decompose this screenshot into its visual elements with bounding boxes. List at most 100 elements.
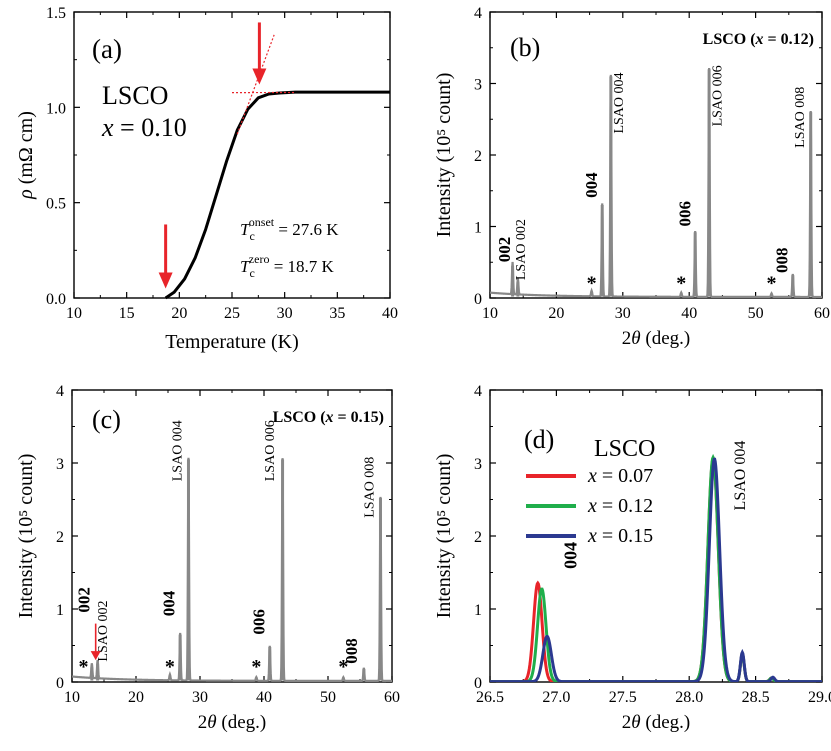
impurity-mark: * bbox=[79, 656, 89, 678]
x-axis-title-a: Temperature (K) bbox=[165, 331, 299, 353]
x-tick-label: 25 bbox=[224, 305, 240, 322]
substrate-peak-label: LSAO 004 bbox=[732, 441, 749, 511]
x-tick-label: 10 bbox=[66, 305, 82, 322]
tc-onset-text: Tconset = 27.6 K bbox=[240, 215, 339, 243]
film-peak-label: 004 bbox=[159, 590, 178, 616]
substrate-peak-label: LSAO 008 bbox=[362, 457, 377, 518]
x-tick-label: 40 bbox=[256, 689, 272, 706]
x-tick-label: 30 bbox=[192, 689, 208, 706]
panel-title-b: LSCO (x = 0.12) bbox=[703, 31, 814, 48]
y-tick-label: 1 bbox=[56, 602, 64, 619]
film-peak-label: 008 bbox=[342, 638, 361, 664]
panel-title-c: LSCO (x = 0.15) bbox=[273, 409, 384, 426]
impurity-mark: * bbox=[587, 272, 597, 294]
x-tick-label: 26.5 bbox=[476, 689, 504, 706]
x-tick-label: 28.0 bbox=[675, 689, 703, 706]
tangent-line bbox=[236, 34, 275, 135]
panel-b: 10 20 30 40 50 60 0 1 2 3 4 002 004 006 008 LSAO 002 LSA… bbox=[433, 5, 830, 349]
x-tick-label: 60 bbox=[384, 689, 400, 706]
xrd-trace bbox=[489, 68, 822, 299]
impurity-mark: * bbox=[165, 656, 175, 678]
substrate-peak-label: LSAO 004 bbox=[170, 420, 185, 481]
legend-title: LSCO bbox=[594, 436, 655, 462]
tc-zero-text: Tczero = 18.7 K bbox=[240, 252, 335, 280]
x-axis-title-c: 2θ (deg.) bbox=[198, 712, 266, 733]
x-tick-label: 60 bbox=[814, 305, 830, 322]
y-tick-label: 3 bbox=[474, 456, 482, 473]
y-tick-label: 0.0 bbox=[46, 291, 66, 308]
series-line-red bbox=[490, 455, 822, 682]
tc-arrow-head bbox=[158, 272, 173, 289]
sample-name: LSCO bbox=[102, 81, 168, 110]
y-tick-label: 1.5 bbox=[46, 5, 66, 22]
substrate-peak-label: LSAO 006 bbox=[263, 420, 278, 481]
film-peak-label: 008 bbox=[772, 247, 791, 273]
panel-label-d: (d) bbox=[524, 425, 554, 454]
series-line-blue bbox=[490, 457, 822, 682]
y-tick-label: 1.0 bbox=[46, 100, 66, 117]
impurity-mark: * bbox=[251, 656, 261, 678]
y-tick-label: 3 bbox=[56, 456, 64, 473]
impurity-mark: * bbox=[676, 272, 686, 294]
film-peak-label: 006 bbox=[676, 201, 695, 227]
y-tick-label: 0.5 bbox=[46, 196, 66, 213]
x-tick-label: 27.5 bbox=[609, 689, 637, 706]
x-tick-label: 10 bbox=[64, 689, 80, 706]
substrate-peak-label: LSAO 008 bbox=[793, 87, 808, 148]
y-tick-label: 1 bbox=[474, 220, 482, 237]
x-tick-label: 28.5 bbox=[742, 689, 770, 706]
y-axis-title-c: Intensity (10⁵ count) bbox=[15, 454, 37, 619]
x-tick-label: 50 bbox=[748, 305, 764, 322]
x-tick-label: 40 bbox=[382, 305, 398, 322]
legend-label: x = 0.07 bbox=[587, 465, 653, 487]
y-axis-title-d: Intensity (10⁵ count) bbox=[433, 454, 455, 619]
panel-label-c: (c) bbox=[92, 405, 121, 434]
legend-label: x = 0.12 bbox=[587, 495, 653, 517]
y-tick-label: 4 bbox=[474, 383, 482, 400]
x-axis-title-b: 2θ (deg.) bbox=[622, 328, 690, 349]
y-tick-label: 4 bbox=[56, 383, 64, 400]
x-tick-label: 40 bbox=[681, 305, 697, 322]
x-tick-label: 35 bbox=[329, 305, 345, 322]
resistivity-curve bbox=[164, 90, 390, 300]
peak-arrow-head bbox=[90, 651, 101, 661]
impurity-mark: * bbox=[767, 272, 777, 294]
film-peak-label: 004 bbox=[582, 172, 601, 198]
x-tick-label: 50 bbox=[320, 689, 336, 706]
substrate-peak-label: LSAO 006 bbox=[711, 65, 726, 126]
y-axis-title-a: ρ (mΩ cm) bbox=[15, 111, 37, 200]
composition: x = 0.10 bbox=[101, 113, 187, 142]
panel-d: 26.5 27.0 27.5 28.0 28.5 29.0 0 1 2 3 4 (d) LSCO x = … bbox=[433, 383, 831, 733]
impurity-mark: * bbox=[338, 656, 348, 678]
y-axis-title-b: Intensity (10⁵ count) bbox=[433, 73, 455, 238]
y-tick-label: 4 bbox=[474, 5, 482, 22]
x-tick-label: 10 bbox=[482, 305, 498, 322]
y-tick-label: 2 bbox=[56, 529, 64, 546]
film-peak-label: 004 bbox=[560, 542, 580, 569]
panel-label-b: (b) bbox=[510, 33, 540, 62]
x-tick-label: 20 bbox=[128, 689, 144, 706]
x-axis-title-d: 2θ (deg.) bbox=[622, 712, 690, 733]
substrate-peak-label: LSAO 002 bbox=[514, 219, 529, 280]
y-tick-label: 0 bbox=[56, 675, 64, 692]
x-tick-label: 30 bbox=[615, 305, 631, 322]
panel-c: 10 20 30 40 50 60 0 1 2 3 4 002 004 006 008 LSAO 002 LSA… bbox=[15, 383, 400, 733]
film-peak-label: 002 bbox=[74, 587, 93, 613]
y-tick-label: 3 bbox=[474, 77, 482, 94]
substrate-peak-label: LSAO 004 bbox=[612, 72, 627, 133]
tc-arrow-head bbox=[252, 68, 267, 85]
y-tick-label: 0 bbox=[474, 291, 482, 308]
x-tick-label: 29.0 bbox=[808, 689, 831, 706]
xrd-trace bbox=[71, 457, 392, 682]
x-tick-label: 30 bbox=[277, 305, 293, 322]
x-tick-label: 15 bbox=[119, 305, 135, 322]
panel-label-a: (a) bbox=[92, 34, 122, 64]
film-peak-label: 006 bbox=[250, 609, 269, 635]
x-tick-label: 20 bbox=[171, 305, 187, 322]
y-tick-label: 1 bbox=[474, 602, 482, 619]
substrate-peak-label: LSAO 002 bbox=[96, 600, 111, 661]
legend-label: x = 0.15 bbox=[587, 525, 653, 547]
y-tick-label: 0 bbox=[474, 675, 482, 692]
y-tick-label: 2 bbox=[474, 148, 482, 165]
